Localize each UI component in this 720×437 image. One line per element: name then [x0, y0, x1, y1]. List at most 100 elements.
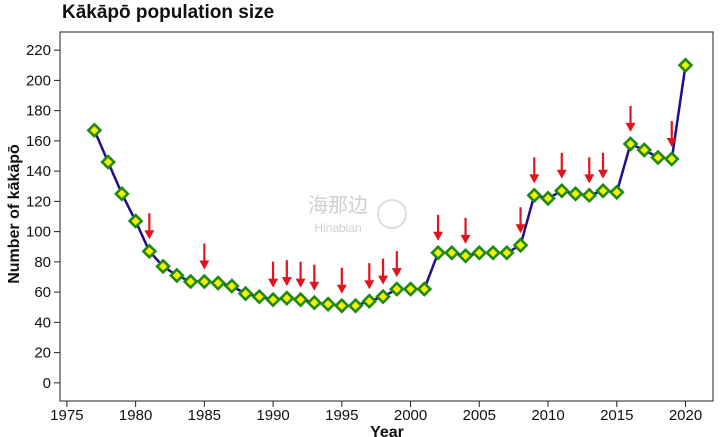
data-point	[526, 187, 543, 204]
data-point	[251, 288, 268, 305]
data-point	[553, 182, 570, 199]
breeding-arrow-head	[529, 174, 540, 184]
breeding-arrow	[295, 261, 306, 288]
data-point	[333, 297, 350, 314]
breeding-arrow-head	[268, 278, 279, 288]
data-point	[320, 296, 336, 313]
data-point	[540, 190, 556, 207]
breeding-arrow	[529, 157, 540, 184]
breeding-arrow	[515, 207, 526, 234]
data-point	[636, 142, 653, 158]
breeding-arrow	[309, 264, 320, 291]
breeding-arrow	[460, 217, 471, 244]
breeding-arrow-head	[336, 284, 347, 294]
y-axis-label: Number of kākāpō	[6, 144, 23, 284]
y-tick-label: 60	[34, 284, 51, 301]
plot-frame	[59, 31, 714, 402]
breeding-arrow-head	[295, 278, 306, 288]
breeding-arrow-head	[309, 281, 320, 291]
watermark-logo-icon	[377, 199, 407, 229]
data-point	[292, 291, 309, 308]
watermark-secondary: Hinabian	[314, 221, 361, 235]
x-tick-label: 1975	[50, 407, 83, 424]
data-point	[608, 184, 625, 201]
data-point	[485, 244, 501, 261]
data-point	[306, 294, 323, 311]
breeding-arrow-head	[625, 122, 636, 132]
data-point	[471, 244, 488, 261]
data-point	[375, 288, 391, 305]
data-point	[127, 213, 144, 229]
breeding-arrow	[268, 261, 279, 288]
breeding-arrow	[281, 260, 292, 287]
x-tick-label: 1995	[325, 407, 358, 424]
breeding-arrow-head	[364, 280, 375, 290]
data-point	[443, 244, 460, 261]
breeding-arrow-head	[598, 169, 609, 179]
population-series-line	[93, 65, 687, 307]
x-axis-label: Year	[370, 424, 404, 437]
data-point	[182, 273, 199, 290]
data-point	[663, 151, 680, 167]
data-point	[100, 154, 116, 170]
y-tick-label: 0	[43, 375, 51, 392]
y-tick-label: 40	[34, 314, 51, 331]
breeding-arrow	[378, 258, 389, 285]
x-tick-label: 1990	[256, 407, 289, 424]
data-point	[498, 244, 515, 261]
breeding-arrow-head	[281, 277, 292, 287]
data-point	[581, 187, 598, 204]
data-point	[430, 244, 446, 261]
x-tick-label: 2000	[394, 407, 427, 424]
y-tick-label: 20	[34, 345, 51, 362]
data-point	[114, 185, 130, 202]
breeding-arrow	[433, 214, 444, 241]
data-point	[86, 122, 103, 139]
y-tick-label: 160	[26, 133, 51, 150]
chart-title: Kākāpō population size	[62, 2, 275, 23]
breeding-arrow-head	[460, 234, 471, 244]
data-point	[388, 281, 405, 297]
breeding-arrow-head	[199, 260, 210, 270]
x-tick-label: 2010	[531, 407, 564, 424]
breeding-arrow	[598, 152, 609, 179]
watermark-primary: 海那边	[308, 194, 368, 217]
y-tick-label: 100	[26, 224, 51, 241]
breeding-arrow-head	[515, 224, 526, 234]
x-tick-label: 1980	[119, 407, 152, 424]
data-point	[512, 237, 529, 254]
watermark: 海那边 Hinabian	[308, 194, 407, 235]
data-point	[278, 290, 295, 307]
x-tick-label: 2005	[463, 407, 496, 424]
breeding-arrow	[364, 263, 375, 290]
data-point	[237, 285, 254, 302]
breeding-arrow	[625, 105, 636, 132]
y-tick-label: 80	[34, 254, 51, 271]
breeding-arrow-head	[391, 268, 402, 278]
breeding-arrow-head	[433, 231, 444, 241]
data-point	[416, 281, 433, 297]
breeding-arrow	[391, 251, 402, 278]
data-point	[265, 291, 281, 308]
breeding-arrow-head	[666, 138, 677, 148]
data-point	[210, 275, 226, 291]
data-point	[155, 258, 171, 275]
breeding-arrow-head	[556, 169, 567, 179]
data-point	[622, 136, 639, 152]
y-tick-label: 180	[26, 103, 51, 120]
breeding-arrow	[199, 243, 210, 270]
data-point	[224, 278, 240, 294]
data-point	[196, 273, 213, 290]
data-point	[169, 267, 185, 284]
x-tick-label: 1985	[188, 407, 221, 424]
breeding-arrow-head	[584, 174, 595, 184]
data-point	[567, 185, 584, 202]
data-point	[402, 281, 419, 297]
data-point	[141, 243, 158, 260]
y-tick-label: 200	[26, 72, 51, 89]
breeding-arrow	[336, 267, 347, 294]
breeding-arrow	[666, 121, 677, 148]
data-point	[595, 182, 611, 199]
data-point	[347, 297, 364, 314]
breeding-arrow	[556, 152, 567, 179]
